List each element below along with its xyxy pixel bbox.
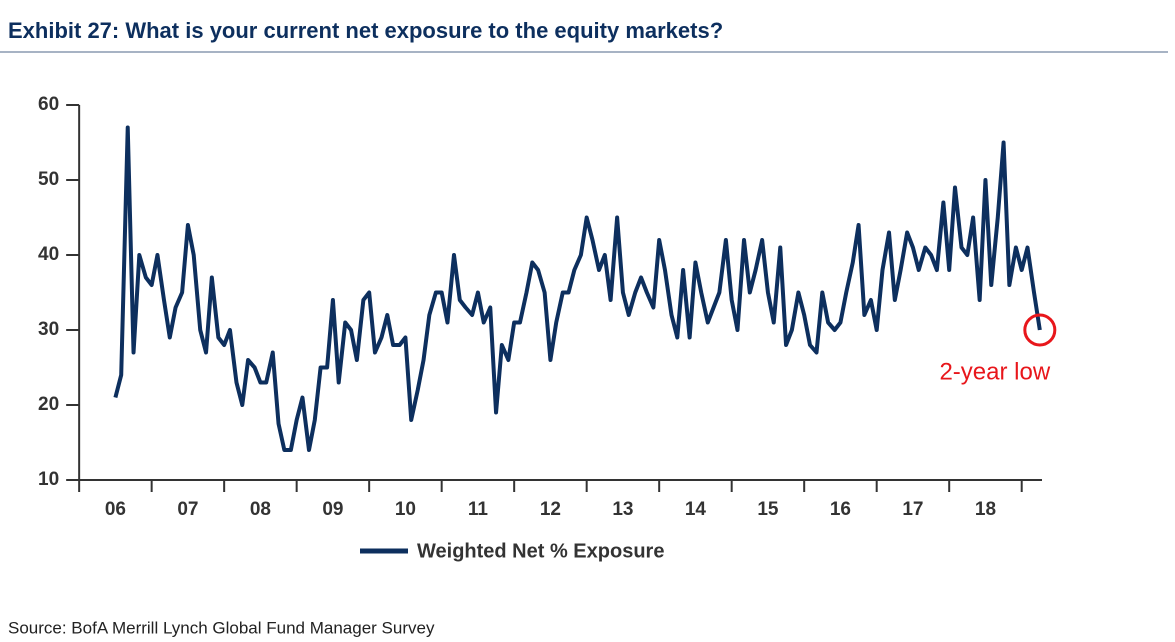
x-tick-label: 07 <box>177 499 198 520</box>
x-tick-label: 16 <box>830 499 851 520</box>
y-tick-label: 10 <box>38 469 59 490</box>
x-tick-label: 14 <box>685 499 707 520</box>
x-tick-label: 08 <box>250 499 271 520</box>
y-tick-label: 50 <box>38 169 59 190</box>
x-tick-label: 13 <box>612 499 633 520</box>
x-tick-label: 12 <box>540 499 561 520</box>
x-tick-label: 10 <box>395 499 416 520</box>
x-tick-label: 15 <box>757 499 779 520</box>
y-tick-label: 30 <box>38 319 59 340</box>
y-tick-label: 20 <box>38 394 59 415</box>
data-line <box>113 125 1042 452</box>
x-tick-label: 18 <box>975 499 996 520</box>
legend-label: Weighted Net % Exposure <box>417 540 664 562</box>
source-note: Source: BofA Merrill Lynch Global Fund M… <box>8 618 435 637</box>
annotation-circle <box>1023 313 1057 347</box>
x-tick-label: 11 <box>468 499 489 520</box>
x-tick-label: 17 <box>902 499 923 520</box>
x-tick-label: 06 <box>105 499 126 520</box>
annotation-text: 2-year low <box>939 358 1050 385</box>
y-tick-label: 40 <box>38 244 59 265</box>
x-tick-label: 09 <box>322 499 343 520</box>
y-tick-label: 60 <box>38 94 59 115</box>
chart-title: Exhibit 27: What is your current net exp… <box>8 18 723 43</box>
